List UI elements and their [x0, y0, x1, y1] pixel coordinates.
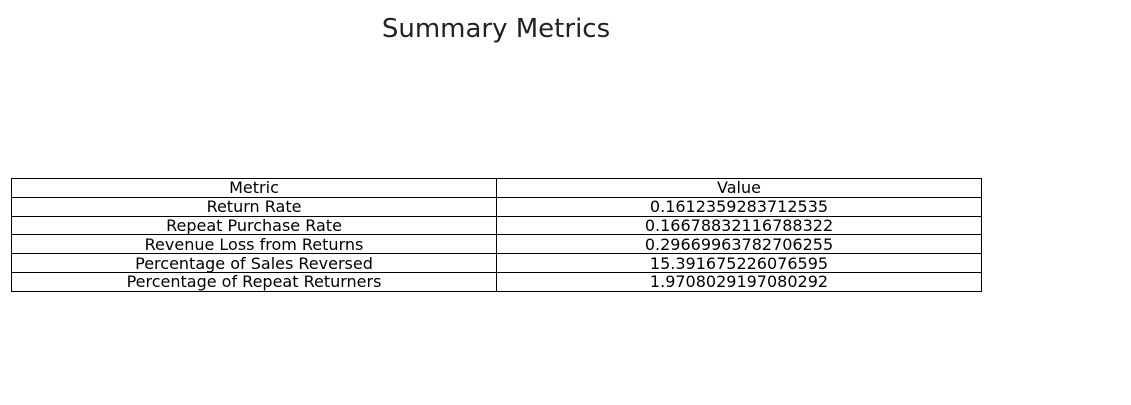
metric-name-cell: Percentage of Repeat Returners — [11, 271, 497, 292]
metric-value-cell: 0.29669963782706255 — [496, 234, 982, 255]
metric-value-cell: 0.16678832116788322 — [496, 215, 982, 236]
summary-metrics-table: Metric Value Return Rate 0.16123592837125… — [11, 178, 982, 292]
table-row: Percentage of Repeat Returners 1.97080291… — [11, 271, 982, 292]
table-row: Return Rate 0.1612359283712535 — [11, 196, 982, 217]
table-row: Repeat Purchase Rate 0.16678832116788322 — [11, 215, 982, 236]
chart-title: Summary Metrics — [381, 14, 611, 44]
table-body: Metric Value Return Rate 0.16123592837125… — [11, 178, 982, 292]
metric-name-cell: Return Rate — [11, 196, 497, 217]
table-row: Revenue Loss from Returns 0.2966996378270… — [11, 234, 982, 255]
metric-value-cell: 0.1612359283712535 — [496, 196, 982, 217]
metric-name-cell: Revenue Loss from Returns — [11, 234, 497, 255]
metric-name-cell: Percentage of Sales Reversed — [11, 253, 497, 273]
metric-name-cell: Repeat Purchase Rate — [11, 215, 497, 236]
column-header-value: Value — [496, 178, 982, 198]
column-header-metric: Metric — [11, 178, 497, 198]
metric-value-cell: 15.391675226076595 — [496, 253, 982, 273]
metric-value-cell: 1.9708029197080292 — [496, 271, 982, 292]
table-header-row: Metric Value — [11, 178, 982, 198]
table-row: Percentage of Sales Reversed 15.391675226… — [11, 253, 982, 273]
